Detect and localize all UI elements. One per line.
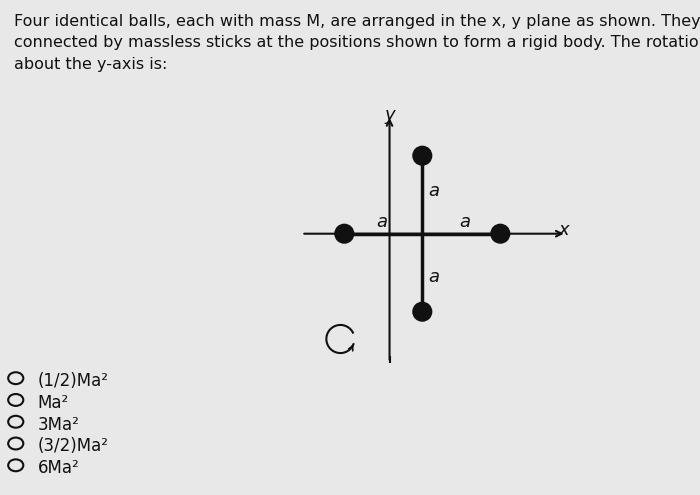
Text: y: y xyxy=(384,106,395,124)
Text: Four identical balls, each with mass M, are arranged in the x, y plane as shown.: Four identical balls, each with mass M, … xyxy=(14,14,700,72)
Text: a: a xyxy=(428,182,440,200)
Circle shape xyxy=(335,224,354,243)
Text: a: a xyxy=(376,213,387,231)
Circle shape xyxy=(413,147,432,165)
Text: x: x xyxy=(559,221,570,239)
Circle shape xyxy=(491,224,510,243)
Text: (1/2)Ma²: (1/2)Ma² xyxy=(38,372,108,390)
Text: a: a xyxy=(460,213,470,231)
Text: 3Ma²: 3Ma² xyxy=(38,416,80,434)
Text: 6Ma²: 6Ma² xyxy=(38,459,80,477)
Circle shape xyxy=(413,302,432,321)
Text: Ma²: Ma² xyxy=(38,394,69,412)
Text: (3/2)Ma²: (3/2)Ma² xyxy=(38,438,108,455)
Text: a: a xyxy=(428,268,440,286)
